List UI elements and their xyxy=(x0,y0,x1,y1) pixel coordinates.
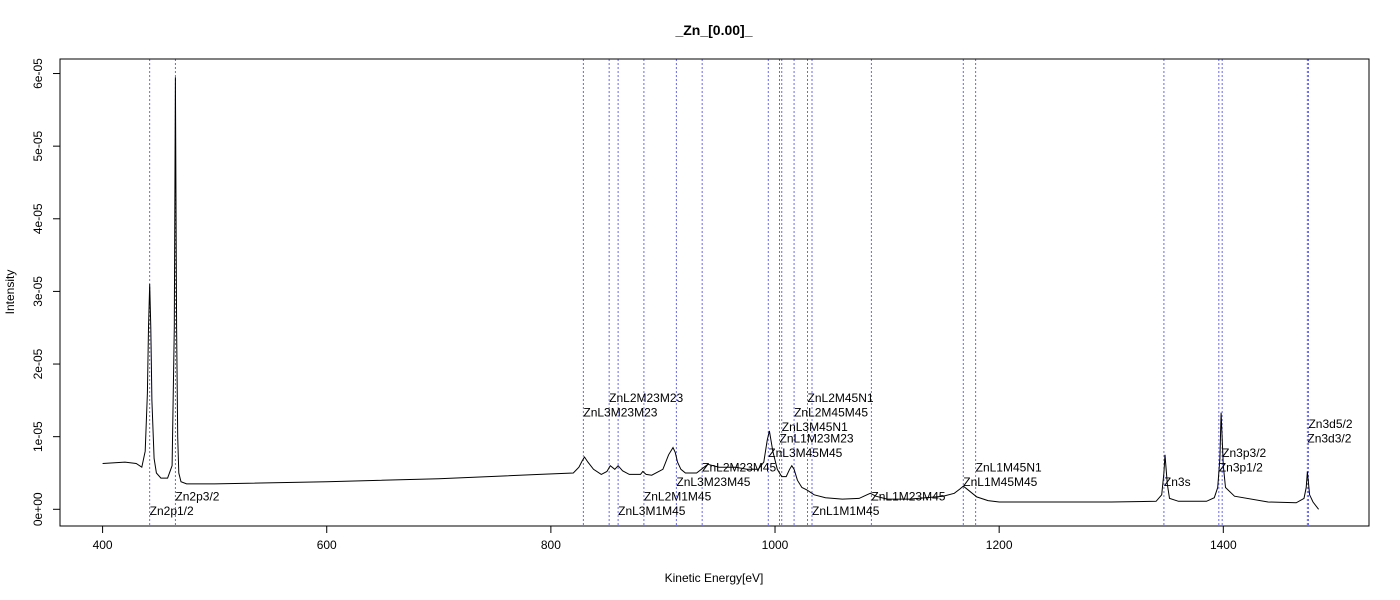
peak-label-17: Zn3s xyxy=(1164,475,1191,489)
y-axis: 0e+00 1e-05 2e-05 3e-05 4e-05 5e-05 6e-05 xyxy=(31,58,61,526)
y-tick-label-1: 1e-05 xyxy=(31,421,45,452)
x-axis: 400 600 800 1000 1200 1400 xyxy=(93,525,1237,552)
x-tick-label-1: 600 xyxy=(317,538,337,552)
peak-label-7: ZnL2M23M45 xyxy=(702,461,776,475)
plot-frame xyxy=(59,58,1370,527)
peak-label-20: Zn3d3/2 xyxy=(1307,431,1351,445)
peak-label-14: ZnL1M23M45 xyxy=(871,490,945,504)
y-tick-label-3: 3e-05 xyxy=(31,276,45,307)
peak-label-18: Zn3p1/2 xyxy=(1219,461,1263,475)
peak-label-1: Zn2p3/2 xyxy=(175,490,219,504)
x-tick-label-3: 1000 xyxy=(762,538,789,552)
peak-label-11: ZnL2M45M45 xyxy=(794,405,868,419)
x-axis-label: Kinetic Energy[eV] xyxy=(665,571,764,585)
peak-label-4: ZnL3M1M45 xyxy=(618,504,686,518)
marker-lines xyxy=(149,59,1309,526)
peak-label-13: ZnL1M1M45 xyxy=(812,504,880,518)
peak-label-6: ZnL3M23M45 xyxy=(676,475,750,489)
peak-label-10: ZnL3M45N1 xyxy=(782,420,848,434)
x-tick-label-2: 800 xyxy=(541,538,561,552)
y-tick-label-4: 4e-05 xyxy=(31,203,45,234)
y-axis-label: Intensity xyxy=(3,270,17,315)
series-line xyxy=(102,77,1319,510)
peak-label-16: ZnL1M45N1 xyxy=(976,461,1042,475)
x-tick-label-0: 400 xyxy=(93,538,113,552)
peak-label-2: ZnL3M23M23 xyxy=(583,405,657,419)
y-tick-label-5: 5e-05 xyxy=(31,130,45,161)
y-tick-label-2: 2e-05 xyxy=(31,348,45,379)
peak-label-12: ZnL2M45N1 xyxy=(808,391,874,405)
peak-label-15: ZnL1M45M45 xyxy=(963,475,1037,489)
y-tick-label-0: 0e+00 xyxy=(31,492,45,526)
peak-label-19: Zn3p3/2 xyxy=(1222,446,1266,460)
y-tick-label-6: 6e-05 xyxy=(31,58,45,89)
peak-label-5: ZnL2M1M45 xyxy=(644,490,712,504)
peak-label-21: Zn3d5/2 xyxy=(1308,417,1352,431)
chart-title: _Zn_[0.00]_ xyxy=(674,22,752,38)
x-tick-label-5: 1400 xyxy=(1210,538,1237,552)
peak-label-0: Zn2p1/2 xyxy=(150,504,194,518)
peak-label-8: ZnL3M45M45 xyxy=(768,446,842,460)
peak-label-3: ZnL2M23M23 xyxy=(609,391,683,405)
peak-label-9: ZnL1M23M23 xyxy=(780,431,854,445)
x-tick-label-4: 1200 xyxy=(986,538,1013,552)
